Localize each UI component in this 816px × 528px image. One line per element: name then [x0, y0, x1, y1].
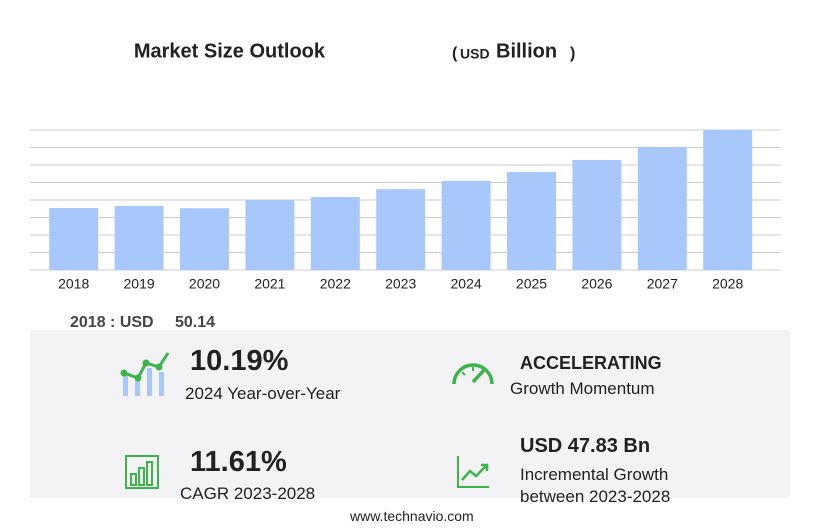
- chart: Market Size Outlook ( USD Billion ) 2018…: [30, 40, 781, 292]
- x-tick-label: 2027: [647, 276, 678, 292]
- unit-paren: ): [570, 45, 575, 62]
- bar: [507, 172, 556, 270]
- bar: [703, 130, 753, 270]
- kpi-label: between 2023-2028: [520, 487, 671, 506]
- kpi-value: 11.61%: [190, 446, 287, 478]
- x-tick-label: 2021: [254, 276, 285, 292]
- unit: Billion: [496, 40, 557, 62]
- bar: [114, 205, 164, 270]
- footer: www.technavio.com: [350, 508, 474, 524]
- x-tick-label: 2028: [712, 276, 743, 292]
- kpi-label: Incremental Growth: [520, 465, 669, 484]
- bar: [49, 207, 99, 270]
- x-tick-label: 2018: [58, 276, 89, 292]
- bar: [310, 197, 360, 270]
- x-tick-label: 2019: [124, 276, 155, 292]
- bar: [180, 208, 229, 270]
- x-tick-label: 2023: [385, 276, 416, 292]
- icon-trend: [457, 456, 489, 488]
- icon-bars: [125, 455, 159, 489]
- kpi-panel: [30, 330, 790, 498]
- x-tick-label: 2026: [581, 276, 612, 292]
- x-tick-label: 2024: [451, 276, 482, 292]
- kpi-label: Growth Momentum: [510, 379, 655, 398]
- chart-title: Market Size Outlook: [134, 40, 326, 62]
- icon-gauge: [452, 363, 494, 385]
- bar: [572, 159, 622, 270]
- kpi-label: CAGR 2023-2028: [180, 484, 316, 503]
- unit-currency: USD: [460, 46, 490, 62]
- kpi-value: 10.19%: [190, 345, 289, 377]
- unit-paren: (: [452, 45, 458, 62]
- x-tick-label: 2022: [320, 276, 351, 292]
- base-label: 2018 : USD: [70, 314, 154, 331]
- kpi-value: USD 47.83 Bn: [520, 435, 651, 457]
- bar: [376, 189, 426, 270]
- kpi-label: 2024 Year-over-Year: [185, 384, 341, 403]
- bar: [245, 200, 295, 270]
- base-value: 50.14: [175, 314, 216, 331]
- bar: [637, 146, 687, 270]
- kpi-value: ACCELERATING: [520, 353, 662, 373]
- bar: [441, 180, 491, 270]
- x-tick-label: 2025: [516, 276, 547, 292]
- x-tick-label: 2020: [189, 276, 220, 292]
- icon-growth: [120, 352, 170, 396]
